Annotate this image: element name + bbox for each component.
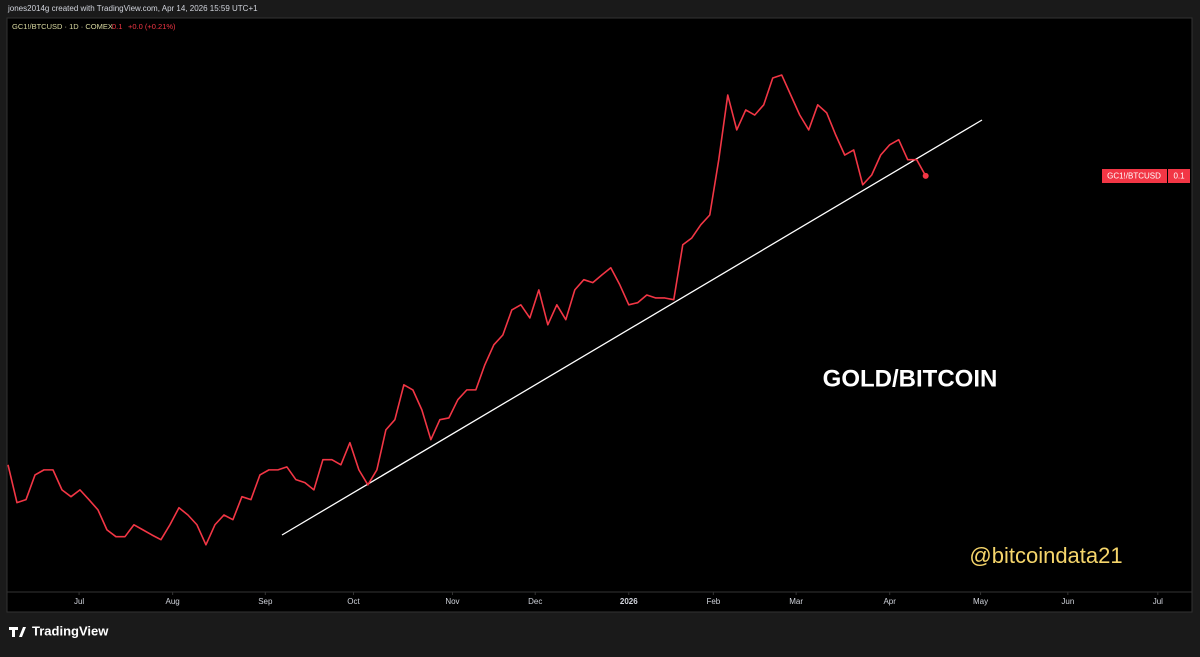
legend-change: +0.0 (+0.21%) [128, 22, 176, 31]
x-tick-label: Dec [528, 597, 542, 606]
chart-panel [6, 17, 1193, 613]
x-tick-label: Jul [74, 597, 84, 606]
x-tick-label: Oct [347, 597, 360, 606]
price-line [7, 74, 927, 546]
x-tick-label: May [973, 597, 988, 606]
header: jones2014g created with TradingView.com,… [7, 4, 258, 13]
logo: TradingView [9, 623, 109, 638]
annotation: GOLD/BITCOIN [823, 365, 998, 392]
logo-icon [9, 627, 26, 637]
price-tag-value-box [1168, 169, 1190, 183]
legend-value: 0.1 [112, 22, 122, 31]
price-tag [1102, 169, 1167, 183]
watermark: @bitcoindata21 [969, 543, 1122, 568]
last-point [922, 172, 929, 179]
x-tick-label: Jul [1153, 597, 1163, 606]
x-tick-label: Jun [1061, 597, 1074, 606]
x-tick-label: 2026 [620, 597, 638, 606]
price-tag-value: 0.1 [1173, 172, 1185, 181]
trend-line [281, 119, 983, 536]
x-tick-label: Aug [166, 597, 180, 606]
x-tick-label: Mar [789, 597, 803, 606]
price-tag-label: GC1!/BTCUSD [1107, 172, 1161, 181]
x-tick-label: Feb [706, 597, 720, 606]
x-tick-label: Apr [883, 597, 896, 606]
legend-symbol: GC1!/BTCUSD · 1D · COMEX [12, 22, 113, 31]
logo-text: TradingView [32, 623, 109, 638]
x-tick-label: Sep [258, 597, 273, 606]
x-tick-label: Nov [445, 597, 459, 606]
